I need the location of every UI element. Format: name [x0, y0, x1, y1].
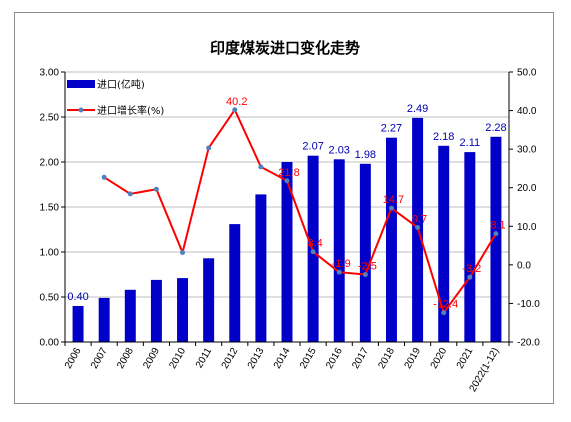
y-right-tick-label: 20.0 [517, 183, 537, 194]
growth-point [441, 310, 447, 316]
bar [150, 279, 162, 342]
x-tick-label: 2017 [350, 346, 371, 371]
y-right-tick-label: -20.0 [517, 338, 540, 349]
bar-value-label: 2.18 [433, 131, 454, 143]
y-right-tick-label: 10.0 [517, 222, 537, 233]
bar [359, 163, 371, 342]
growth-line [103, 108, 497, 314]
growth-value-label: 40.2 [226, 96, 247, 108]
x-tick-label: 2007 [89, 346, 110, 371]
y-right-tick-label: 0.0 [517, 260, 531, 271]
x-tick-label: 2010 [167, 346, 188, 371]
growth-value-label: -3.2 [462, 263, 481, 275]
legend-marker-growth [78, 107, 84, 113]
bar-value-label: 2.11 [460, 137, 481, 149]
y-left-tick-label: 0.50 [40, 293, 60, 304]
bar-value-label: 2.07 [302, 141, 323, 153]
x-tick-label: 2021 [455, 346, 476, 371]
bar [385, 137, 397, 342]
growth-point [127, 191, 133, 197]
bar [438, 145, 450, 342]
bar [72, 306, 84, 342]
bar [333, 159, 345, 342]
bar [124, 289, 136, 342]
growth-value-label: 21.8 [278, 167, 299, 179]
growth-point [467, 274, 473, 280]
x-tick-label: 2018 [376, 346, 397, 371]
y-left-tick-label: 2.50 [40, 113, 60, 124]
bar [177, 278, 189, 342]
x-tick-label: 2020 [429, 346, 450, 371]
bar-value-label: 1.98 [355, 149, 376, 161]
growth-point [232, 107, 238, 113]
growth-value-label: -1.9 [332, 258, 351, 270]
legend-label-import: 进口(亿吨) [97, 78, 145, 91]
legend: 进口(亿吨) 进口增长率(%) [67, 78, 164, 117]
growth-point [388, 205, 394, 211]
x-tick-label: 2011 [194, 346, 214, 371]
growth-point [336, 269, 342, 275]
growth-point [493, 231, 499, 237]
bar [98, 297, 110, 342]
x-tick-label: 2012 [220, 346, 241, 371]
bar-value-label: 2.28 [485, 122, 506, 134]
bar [490, 136, 502, 342]
growth-point [362, 272, 368, 277]
x-tick-label: 2014 [272, 346, 293, 371]
bar [281, 162, 293, 342]
x-tick-label: 2015 [298, 346, 319, 371]
x-tick-label: 2016 [324, 346, 345, 371]
growth-point [310, 249, 316, 255]
y-left-tick-label: 0.00 [40, 338, 60, 349]
chart-title: 印度煤炭进口变化走势 [210, 39, 360, 57]
growth-value-label: -12.4 [433, 299, 458, 311]
bar [255, 194, 267, 342]
y-left-tick-label: 1.50 [40, 203, 60, 214]
growth-point [284, 178, 290, 184]
y-right-tick-label: 50.0 [517, 68, 537, 79]
x-tick-label: 2019 [403, 346, 424, 371]
growth-point [258, 164, 264, 170]
growth-point [180, 250, 186, 256]
y-right-tick-label: 40.0 [517, 106, 537, 117]
growth-value-label: -2.5 [358, 261, 377, 273]
growth-point [415, 224, 421, 230]
legend-label-growth: 进口增长率(%) [97, 104, 164, 117]
growth-point [206, 145, 212, 151]
y-left-tick-label: 3.00 [40, 68, 60, 79]
chart-frame: 印度煤炭进口变化走势 0.00 0.50 1.00 1.50 2.00 2.50 3.00 -… [14, 12, 554, 404]
y-left-tick-label: 1.00 [40, 248, 60, 259]
bar [464, 152, 476, 342]
growth-value-label: 3.4 [307, 238, 322, 250]
y-right-tick-label: -10.0 [517, 299, 540, 310]
bar-value-label: 2.27 [381, 123, 402, 135]
bar [229, 224, 241, 342]
y-right-tick-label: 30.0 [517, 145, 537, 156]
data-labels: 0.40 2.07 2.03 1.98 2.27 2.49 2.18 2.11 2.28 40.2… [67, 96, 506, 311]
growth-point [101, 174, 107, 180]
growth-value-label: 9.7 [412, 213, 427, 225]
growth-value-label: 8.1 [490, 220, 505, 232]
growth-point [153, 186, 159, 192]
legend-swatch-import [67, 80, 95, 88]
x-tick-label: 2008 [115, 346, 136, 371]
bar-value-label: 0.40 [67, 291, 88, 303]
bar-value-label: 2.49 [407, 103, 428, 115]
bar-value-label: 2.03 [329, 144, 350, 156]
x-tick-label: 2009 [141, 346, 162, 371]
growth-value-label: 14.7 [383, 194, 404, 206]
y-left-tick-label: 2.00 [40, 158, 60, 169]
chart: 印度煤炭进口变化走势 0.00 0.50 1.00 1.50 2.00 2.50 3.00 -… [40, 39, 541, 394]
growth-line-series [101, 107, 499, 316]
x-tick-label: 2013 [246, 346, 267, 371]
bar [203, 258, 215, 342]
x-tick-label: 2006 [63, 346, 84, 371]
